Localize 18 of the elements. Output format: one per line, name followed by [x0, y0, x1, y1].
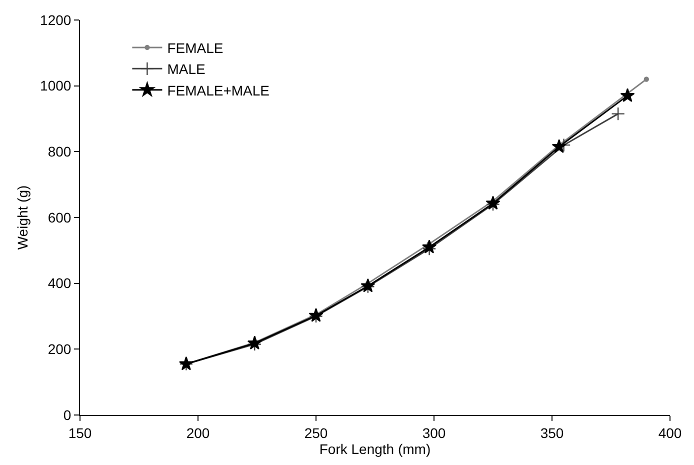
y-tick-label: 0 — [63, 406, 72, 423]
legend-label: FEMALE+MALE — [167, 82, 270, 98]
y-axis-title: Weight (g) — [14, 185, 31, 250]
x-tick-label: 400 — [658, 424, 682, 441]
y-tick-label: 600 — [48, 209, 72, 226]
x-tick-label: 200 — [186, 424, 210, 441]
legend-label: FEMALE — [167, 40, 224, 56]
y-tick-label: 1000 — [40, 78, 72, 94]
legend-label: MALE — [167, 61, 206, 78]
y-tick-label: 1200 — [40, 12, 72, 28]
x-tick-label: 350 — [540, 424, 564, 441]
y-tick-label: 200 — [48, 341, 72, 358]
x-tick-label: 250 — [304, 424, 328, 441]
x-axis-title: Fork Length (mm) — [319, 440, 431, 457]
x-tick-label: 300 — [422, 424, 446, 441]
x-tick-label: 150 — [68, 424, 92, 441]
y-tick-label: 800 — [48, 144, 72, 160]
y-tick-label: 400 — [48, 275, 72, 292]
